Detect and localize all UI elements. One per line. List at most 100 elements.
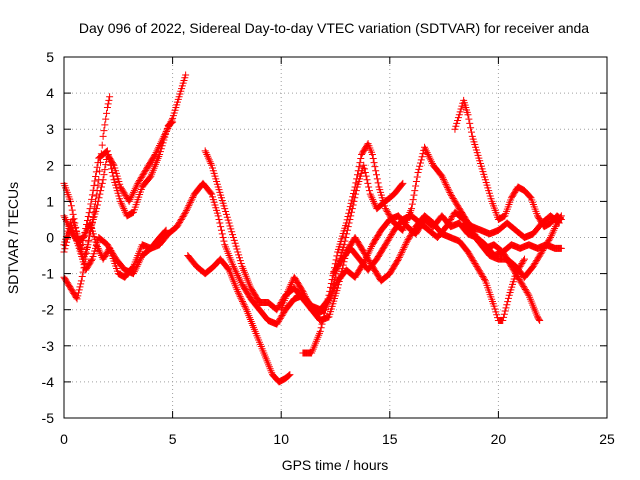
- data-point: [515, 275, 523, 283]
- data-point: [88, 195, 96, 203]
- data-point: [85, 221, 93, 229]
- data-point: [286, 282, 294, 290]
- data-point: [163, 124, 171, 132]
- data-point: [384, 236, 392, 244]
- data-point: [370, 159, 378, 167]
- data-point: [532, 258, 540, 266]
- data-point: [428, 159, 436, 167]
- data-point: [350, 186, 358, 194]
- data-point: [517, 261, 525, 269]
- data-point: [94, 159, 102, 167]
- data-point: [465, 115, 473, 123]
- data-point: [233, 270, 241, 278]
- series-track-6: [184, 252, 294, 386]
- data-point: [77, 277, 85, 285]
- data-point: [274, 319, 282, 327]
- data-point: [365, 187, 373, 195]
- data-point: [354, 167, 362, 175]
- data-point: [173, 223, 181, 231]
- data-point: [466, 119, 474, 127]
- data-point: [372, 167, 380, 175]
- data-point: [96, 167, 104, 175]
- data-point: [403, 237, 411, 245]
- data-point: [103, 109, 111, 117]
- data-point: [186, 200, 194, 208]
- data-point: [273, 320, 281, 328]
- data-point: [547, 232, 555, 240]
- data-point: [75, 286, 83, 294]
- data-point: [457, 105, 465, 113]
- data-point: [418, 153, 426, 161]
- data-point: [91, 203, 99, 211]
- data-point: [160, 136, 168, 144]
- data-point: [443, 221, 451, 229]
- data-point: [286, 371, 294, 379]
- data-point: [84, 213, 92, 221]
- data-point: [328, 276, 336, 284]
- data-point: [92, 168, 100, 176]
- data-point: [74, 289, 82, 297]
- data-point: [519, 281, 527, 289]
- data-point: [410, 226, 418, 234]
- data-point: [202, 149, 210, 157]
- data-point: [373, 175, 381, 183]
- data-point: [520, 255, 528, 263]
- x-axis-label: GPS time / hours: [282, 457, 389, 473]
- data-point: [364, 179, 372, 187]
- data-point: [444, 185, 452, 193]
- data-point: [371, 163, 379, 171]
- data-point: [100, 127, 108, 135]
- data-point: [136, 175, 144, 183]
- data-point: [414, 169, 422, 177]
- data-point: [231, 239, 239, 247]
- data-point: [357, 155, 365, 163]
- data-point: [551, 223, 559, 231]
- data-point: [103, 104, 111, 112]
- data-point: [520, 284, 528, 292]
- data-point: [540, 245, 548, 253]
- data-point: [444, 220, 452, 228]
- data-point: [101, 121, 109, 129]
- data-point: [73, 295, 81, 303]
- data-point: [136, 176, 144, 184]
- data-point: [367, 244, 375, 252]
- data-point: [448, 213, 456, 221]
- data-point: [360, 248, 368, 256]
- data-point: [360, 161, 368, 169]
- data-point: [117, 184, 125, 192]
- data-point: [467, 254, 475, 262]
- series-track-5: [60, 219, 170, 278]
- data-point: [523, 288, 531, 296]
- data-point: [130, 270, 138, 278]
- data-point: [363, 254, 371, 262]
- x-tick-label: 20: [491, 431, 507, 447]
- data-point: [415, 165, 423, 173]
- data-point: [161, 133, 169, 141]
- data-point: [344, 212, 352, 220]
- data-point: [232, 242, 240, 250]
- data-point: [557, 213, 565, 221]
- data-point: [237, 279, 245, 287]
- data-point: [326, 287, 334, 295]
- y-axis-label: SDTVAR / TECUs: [5, 182, 21, 294]
- data-point: [499, 317, 507, 325]
- data-point: [159, 139, 167, 147]
- data-point: [168, 119, 176, 127]
- data-point: [98, 141, 106, 149]
- data-point: [351, 183, 359, 191]
- data-point: [442, 223, 450, 231]
- data-point: [181, 210, 189, 218]
- data-point: [121, 190, 129, 198]
- data-point: [408, 200, 416, 208]
- data-point: [401, 242, 409, 250]
- data-point: [445, 187, 453, 195]
- data-point: [451, 125, 459, 133]
- data-point: [453, 119, 461, 127]
- data-point: [135, 259, 143, 267]
- data-point: [480, 274, 488, 282]
- data-point: [319, 317, 327, 325]
- data-point: [95, 176, 103, 184]
- data-point: [131, 266, 139, 274]
- data-point: [96, 248, 104, 256]
- data-point: [132, 264, 140, 272]
